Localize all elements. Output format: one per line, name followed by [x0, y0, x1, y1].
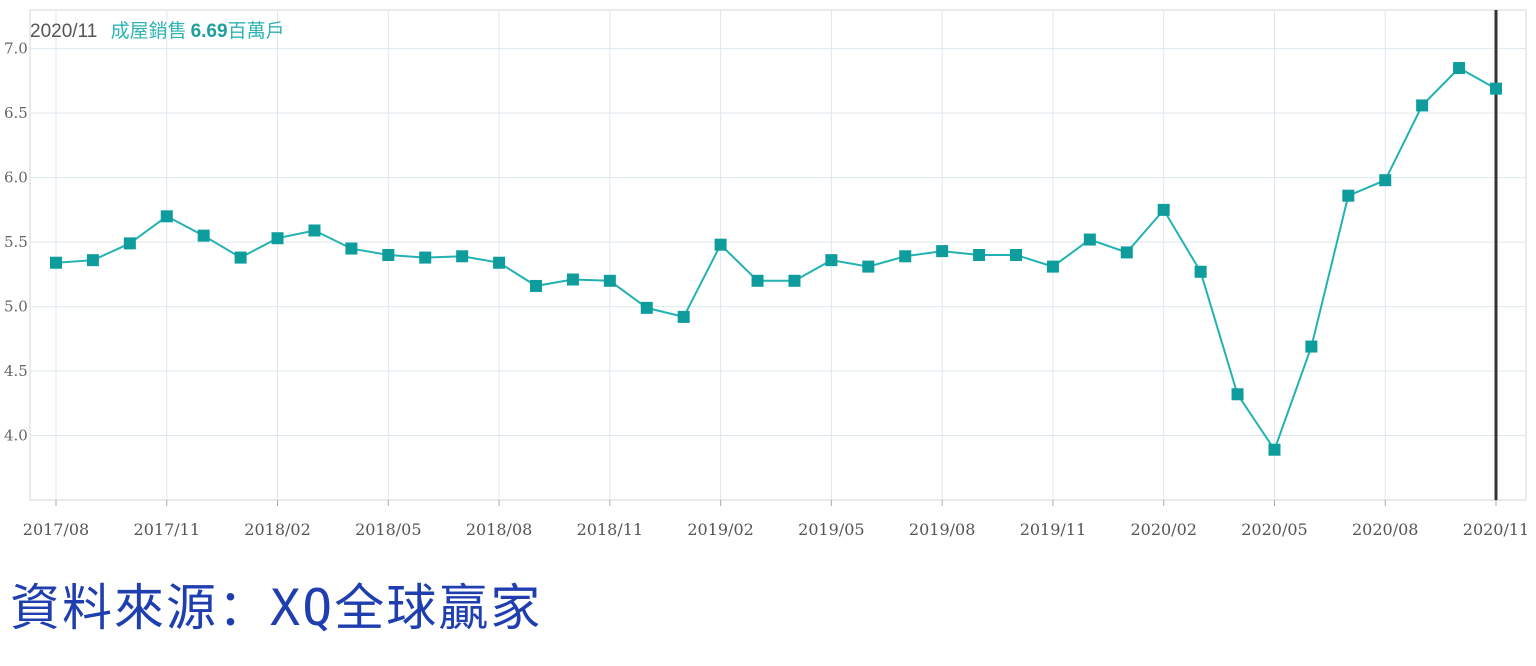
x-tick-label: 2018/05 [355, 520, 421, 539]
x-tick-label: 2018/08 [466, 520, 532, 539]
data-point-marker [1010, 249, 1022, 261]
y-tick-label: 4.5 [4, 362, 28, 380]
data-point-marker [1379, 174, 1392, 187]
data-point-marker [1120, 246, 1133, 259]
data-point-marker [1268, 443, 1281, 456]
y-tick-label: 5.5 [4, 233, 28, 251]
x-tick-label: 2020/02 [1130, 520, 1196, 539]
data-point-marker [1490, 82, 1502, 95]
x-tick-label: 2020/05 [1241, 520, 1307, 539]
header-unit: 百萬戶 [227, 21, 285, 42]
data-point-marker [382, 249, 395, 261]
y-tick-label: 6.0 [4, 169, 28, 187]
data-point-marker [271, 232, 284, 245]
data-point-marker [456, 250, 469, 263]
data-point-marker [1194, 265, 1207, 278]
data-point-marker [234, 251, 247, 264]
data-point-marker [197, 229, 210, 242]
chart-area: 4.0 4.5 5.0 5.5 6.0 6.5 7.0 2017/08 2017/11 2018/… [4, 9, 1529, 539]
x-tick-label: 2018/02 [244, 520, 310, 539]
y-tick-label: 6.5 [4, 104, 28, 122]
source-caption: 資料來源：XQ全球贏家 [10, 579, 543, 637]
data-point-marker [345, 242, 358, 255]
data-point-marker [862, 260, 875, 273]
header-date: 2020/11 [30, 21, 98, 42]
data-point-marker [751, 274, 764, 287]
series-line [55, 66, 1497, 452]
data-point-marker [308, 224, 321, 237]
data-point-marker [1157, 203, 1170, 216]
data-point-marker [936, 245, 949, 258]
x-tick-label: 2019/11 [1020, 520, 1086, 539]
data-point-marker [899, 250, 912, 263]
data-point-marker [566, 273, 579, 286]
x-tick-label: 2020/08 [1352, 520, 1418, 539]
data-point-marker [1453, 62, 1466, 75]
x-tick-label: 2018/11 [577, 520, 643, 539]
data-point-marker [714, 238, 727, 251]
data-point-marker [973, 249, 986, 261]
x-tick-label: 2019/05 [798, 520, 864, 539]
line-chart: 4.0 4.5 5.0 5.5 6.0 6.5 7.0 2017/08 2017/11 2018/… [4, 9, 1529, 539]
x-tick-label: 2017/11 [134, 520, 200, 539]
y-tick-label: 7.0 [4, 40, 28, 58]
chart-header: 2020/11 成屋銷售 6.69百萬戶 [30, 16, 285, 43]
data-point-marker [86, 254, 99, 267]
data-point-marker [530, 279, 542, 292]
x-tick-label: 2020/11 [1463, 520, 1529, 539]
header-series-label: 成屋銷售 [110, 21, 187, 42]
y-tick-label: 4.0 [4, 427, 28, 445]
data-point-marker [493, 256, 506, 269]
data-point-marker [1305, 340, 1318, 353]
x-tick-label: 2019/08 [909, 520, 975, 539]
data-point-marker [1342, 189, 1355, 202]
x-tick-label: 2019/02 [687, 520, 753, 539]
data-point-marker [1231, 388, 1244, 401]
data-point-marker [603, 274, 616, 287]
plot-border [29, 9, 1527, 501]
data-point-marker [1416, 99, 1429, 112]
y-tick-label: 5.0 [4, 298, 28, 316]
data-point-marker [825, 254, 838, 267]
data-point-marker [160, 210, 173, 223]
data-point-marker [677, 310, 690, 323]
data-point-marker [419, 251, 432, 264]
header-value: 6.69 [190, 21, 228, 42]
data-point-marker [1046, 260, 1059, 273]
data-point-marker [50, 256, 62, 269]
x-tick-label: 2017/08 [23, 520, 89, 539]
data-point-marker [1083, 233, 1096, 246]
data-point-marker [640, 301, 653, 314]
data-point-marker [123, 237, 136, 250]
data-point-marker [788, 274, 801, 287]
